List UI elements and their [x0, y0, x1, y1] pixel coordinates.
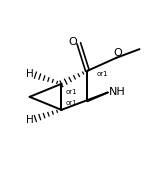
Text: or1: or1: [66, 89, 77, 95]
Text: O: O: [113, 48, 122, 58]
Text: or1: or1: [66, 100, 77, 106]
Text: or1: or1: [96, 71, 108, 78]
Text: O: O: [69, 37, 77, 47]
Text: H: H: [26, 115, 33, 125]
Text: NH: NH: [109, 87, 125, 97]
Text: H: H: [26, 69, 33, 79]
